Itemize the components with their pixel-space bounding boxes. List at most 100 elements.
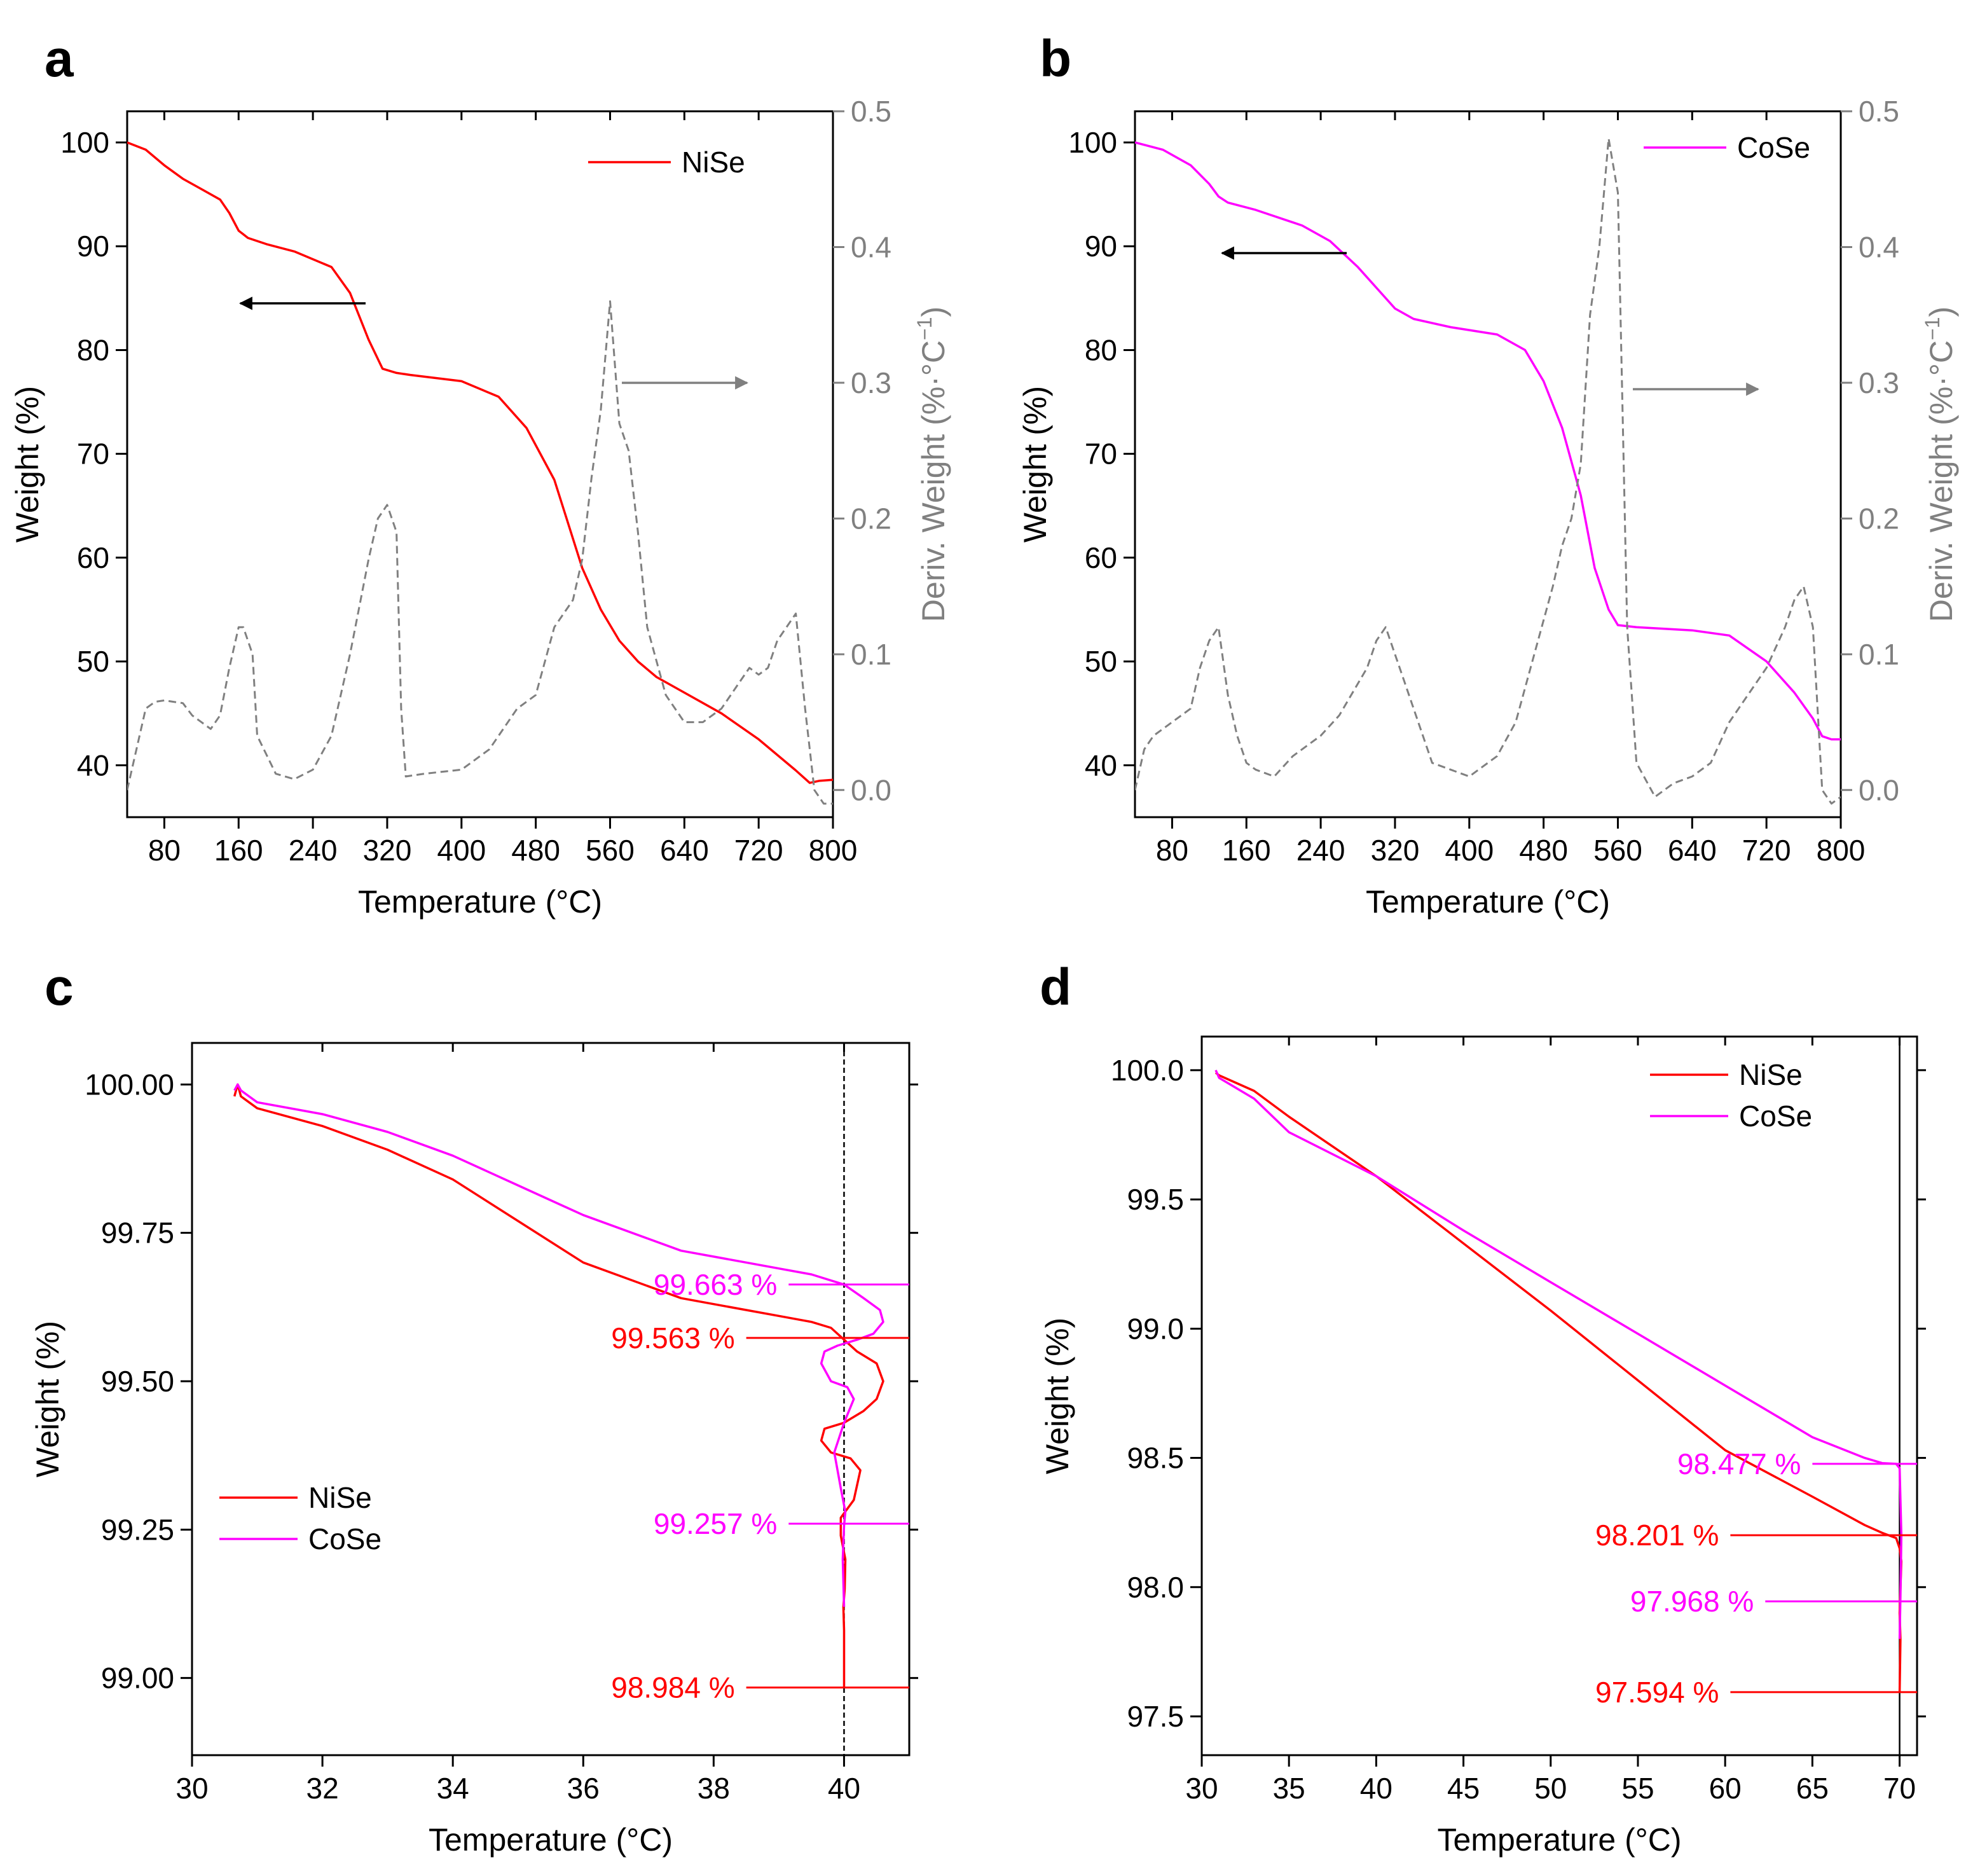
panel-letter: b	[1040, 30, 1071, 88]
series-group	[127, 141, 833, 805]
plot-frame	[191, 1042, 911, 1756]
x-axis-label: Temperature (°C)	[1366, 884, 1610, 920]
y-tick-label: 80	[1085, 333, 1117, 366]
y-tick-label: 40	[1085, 748, 1117, 782]
x-tick-label: 34	[437, 1772, 469, 1805]
y2-label-end: )	[1923, 307, 1959, 317]
x-tick-label: 320	[1371, 834, 1420, 867]
y2-tick-label: 0.2	[1859, 502, 1899, 535]
legend-label: NiSe	[682, 146, 745, 179]
x-tick-label: 400	[1445, 834, 1494, 867]
x-tick-label: 50	[1534, 1772, 1567, 1805]
y2-axis-label: Deriv. Weight (%·°C−1)	[1921, 307, 1959, 622]
x-tick-label: 36	[567, 1772, 600, 1805]
y-tick-label: 60	[1085, 541, 1117, 574]
series-line-nise	[233, 1083, 884, 1688]
y-tick-label: 90	[1085, 230, 1117, 263]
annotation-label: 98.984 %	[611, 1671, 734, 1704]
panel-c: c 30 32 34 36 38 40 99.00 99.25 99.50 99.75 100.00 T…	[30, 958, 918, 1858]
x-tick-label: 35	[1273, 1772, 1305, 1805]
y-tick-label: 100	[60, 126, 109, 159]
x-tick-label: 160	[214, 834, 263, 867]
x-tick-label: 80	[1156, 834, 1188, 867]
y2-tick-label: 0.0	[1859, 773, 1899, 806]
y2-tick-label: 0.5	[1859, 95, 1899, 128]
x-tick-label: 38	[698, 1772, 730, 1805]
x-tick-label: 560	[586, 834, 635, 867]
y-tick-label: 99.00	[101, 1662, 174, 1695]
x-tick-label: 80	[148, 834, 181, 867]
y-tick-label: 90	[77, 230, 109, 263]
y-tick-label: 99.0	[1127, 1312, 1184, 1345]
series-line-derivative	[127, 300, 833, 805]
x-tick-label: 60	[1709, 1772, 1742, 1805]
series-group	[1135, 137, 1841, 805]
x-tick-label: 70	[1883, 1772, 1916, 1805]
series-line-nise	[1214, 1072, 1903, 1692]
panel-letter: a	[45, 30, 74, 88]
legend-label: CoSe	[1739, 1100, 1812, 1133]
x-tick-label: 40	[828, 1772, 860, 1805]
x-tick-label: 800	[809, 834, 858, 867]
x-tick-label: 240	[1296, 834, 1345, 867]
y-tick-label: 98.5	[1127, 1442, 1184, 1475]
y2-label-sup: −1	[1921, 317, 1944, 340]
x-tick-label: 400	[437, 834, 486, 867]
y2-tick-label: 0.4	[851, 230, 891, 263]
y-tick-label: 100.0	[1111, 1054, 1184, 1087]
y2-tick-label: 0.1	[1859, 638, 1899, 671]
annotation-label: 99.663 %	[654, 1268, 777, 1301]
x-tick-label: 30	[1185, 1772, 1218, 1805]
y2-axis-label: Deriv. Weight (%·°C−1)	[913, 307, 951, 622]
x-tick-label: 320	[363, 834, 412, 867]
series-line-cose	[1135, 141, 1841, 741]
x-tick-label: 32	[306, 1772, 339, 1805]
y2-tick-label: 0.1	[851, 638, 891, 671]
y-axis-label: Weight (%)	[30, 1321, 65, 1477]
series-line-cose	[233, 1083, 884, 1607]
y-tick-label: 80	[77, 333, 109, 366]
series-line-nise	[127, 141, 833, 784]
annotation-label: 99.563 %	[611, 1321, 734, 1355]
x-axis-label: Temperature (°C)	[429, 1822, 673, 1858]
x-tick-label: 800	[1817, 834, 1866, 867]
series-group	[1214, 1070, 1903, 1692]
x-tick-label: 55	[1621, 1772, 1654, 1805]
y2-label-sup: −1	[913, 317, 936, 340]
y-tick-label: 98.0	[1127, 1571, 1184, 1604]
x-axis-label: Temperature (°C)	[358, 884, 602, 920]
x-tick-label: 480	[1519, 834, 1568, 867]
y2-tick-label: 0.5	[851, 95, 891, 128]
y2-tick-label: 0.3	[1859, 366, 1899, 399]
x-tick-label: 30	[175, 1772, 208, 1805]
x-tick-label: 560	[1593, 834, 1642, 867]
y2-label-main: Deriv. Weight (%·°C	[916, 340, 951, 622]
y-tick-label: 70	[1085, 438, 1117, 471]
plot-frame	[1200, 1035, 1918, 1756]
y-tick-label: 99.25	[101, 1513, 174, 1546]
y-axis-label: Weight (%)	[10, 386, 45, 542]
y2-tick-label: 0.2	[851, 502, 891, 535]
x-tick-label: 480	[511, 834, 560, 867]
y2-tick-label: 0.4	[1859, 230, 1899, 263]
y-tick-label: 99.50	[101, 1365, 174, 1398]
y2-tick-label: 0.3	[851, 366, 891, 399]
annotation-label: 98.201 %	[1595, 1519, 1719, 1552]
panel-d: d 30 35 40 45 50 55 60 65 70 97.5 98.0 98.5 99.0 99.5 1…	[1040, 958, 1926, 1858]
plot-frame	[126, 110, 834, 818]
y2-label-end: )	[916, 307, 951, 317]
annotation-label: 97.594 %	[1595, 1676, 1719, 1709]
plot-frame	[1134, 110, 1842, 818]
y-tick-label: 100.00	[85, 1068, 174, 1101]
y2-label-main: Deriv. Weight (%·°C	[1923, 340, 1959, 622]
x-tick-label: 45	[1447, 1772, 1480, 1805]
y-tick-label: 60	[77, 541, 109, 574]
x-tick-label: 65	[1796, 1772, 1829, 1805]
x-tick-label: 720	[734, 834, 783, 867]
y-tick-label: 97.5	[1127, 1700, 1184, 1733]
series-group	[233, 1083, 884, 1688]
y-tick-label: 40	[77, 748, 109, 782]
x-tick-label: 240	[289, 834, 338, 867]
annotation-label: 98.477 %	[1677, 1447, 1801, 1480]
